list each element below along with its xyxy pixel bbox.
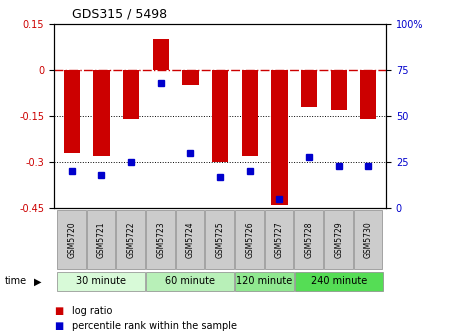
Text: GSM5725: GSM5725 [216, 221, 224, 258]
Text: GSM5727: GSM5727 [275, 221, 284, 258]
Bar [301, 70, 317, 107]
Text: ■: ■ [54, 306, 63, 316]
Bar [242, 70, 258, 156]
Bar [295, 271, 383, 291]
Bar [146, 271, 234, 291]
Bar [153, 39, 169, 70]
Text: 60 minute: 60 minute [165, 276, 216, 286]
Text: ■: ■ [54, 321, 63, 331]
Text: 120 minute: 120 minute [236, 276, 293, 286]
Text: GSM5724: GSM5724 [186, 221, 195, 258]
Bar [57, 210, 86, 269]
Bar [354, 210, 382, 269]
Text: GSM5720: GSM5720 [67, 221, 76, 258]
Text: 240 minute: 240 minute [311, 276, 367, 286]
Text: 30 minute: 30 minute [76, 276, 126, 286]
Text: GDS315 / 5498: GDS315 / 5498 [72, 7, 167, 20]
Bar [176, 210, 204, 269]
Text: ▶: ▶ [34, 277, 42, 286]
Bar [116, 210, 145, 269]
Bar [182, 70, 198, 85]
Bar [146, 210, 175, 269]
Text: GSM5730: GSM5730 [364, 221, 373, 258]
Text: GSM5721: GSM5721 [97, 221, 106, 258]
Bar [123, 70, 139, 119]
Text: GSM5726: GSM5726 [245, 221, 254, 258]
Text: GSM5728: GSM5728 [304, 221, 313, 258]
Bar [265, 210, 293, 269]
Bar [271, 70, 287, 205]
Text: GSM5723: GSM5723 [156, 221, 165, 258]
Bar [63, 70, 80, 153]
Bar [295, 210, 323, 269]
Text: percentile rank within the sample: percentile rank within the sample [72, 321, 237, 331]
Bar [235, 271, 294, 291]
Text: GSM5729: GSM5729 [334, 221, 343, 258]
Text: GSM5722: GSM5722 [127, 221, 136, 258]
Bar [360, 70, 377, 119]
Bar [87, 210, 115, 269]
Text: time: time [4, 277, 26, 286]
Bar [57, 271, 145, 291]
Bar [330, 70, 347, 110]
Bar [212, 70, 228, 162]
Bar [235, 210, 264, 269]
Bar [324, 210, 352, 269]
Bar [93, 70, 110, 156]
Bar [206, 210, 234, 269]
Text: log ratio: log ratio [72, 306, 112, 316]
